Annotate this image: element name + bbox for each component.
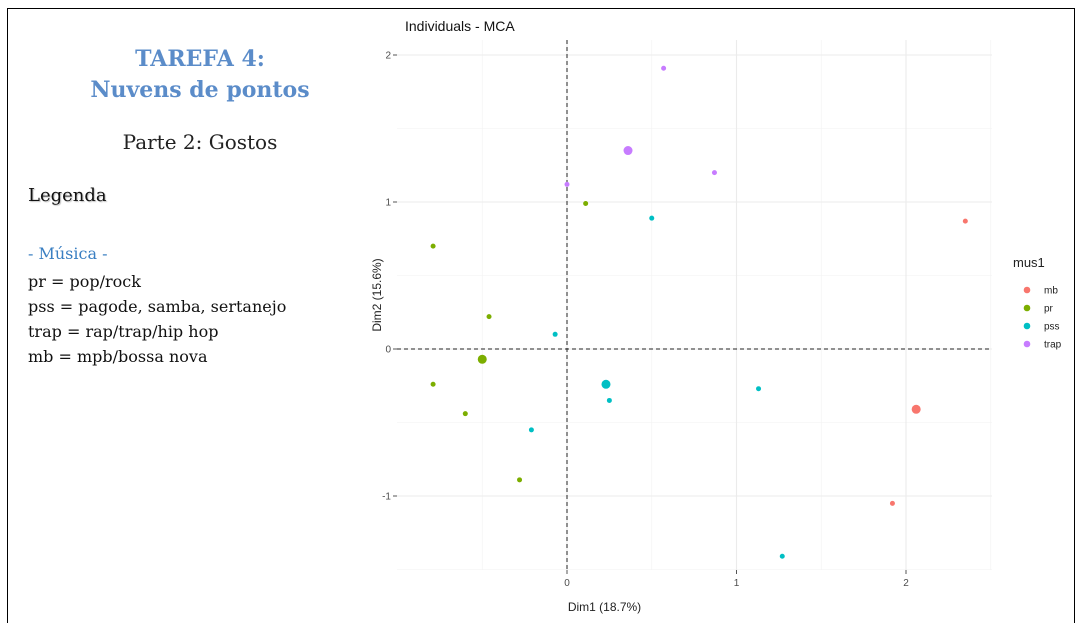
legend-line-pr: pr = pop/rock <box>28 272 141 291</box>
data-point-mb <box>962 218 968 224</box>
y-tick-label: -1 <box>382 492 391 503</box>
data-point-pr <box>430 243 436 249</box>
slide-frame <box>7 8 1075 623</box>
data-point-mb <box>889 500 895 506</box>
data-point-trap <box>564 181 570 187</box>
legend-label-pr: pr <box>1044 304 1054 315</box>
data-point-trap <box>711 170 717 176</box>
x-tick-label: 0 <box>564 578 570 589</box>
legend-heading: Legenda <box>28 185 107 206</box>
centroid-point-trap <box>623 146 633 156</box>
legend-key-pr <box>1023 304 1031 312</box>
centroid-point-pr <box>477 354 487 364</box>
legend-key-trap <box>1023 340 1031 348</box>
chart-title: Individuals - MCA <box>405 18 515 34</box>
y-tick-label: 0 <box>385 345 391 356</box>
x-axis-label: Dim1 (18.7%) <box>568 600 641 614</box>
page-subtitle: Parte 2: Gostos <box>122 130 278 154</box>
centroid-point-pss <box>601 379 611 389</box>
legend-line-mb: mb = mpb/bossa nova <box>28 347 208 366</box>
y-tick-label: 2 <box>385 51 391 62</box>
title-line-1: TAREFA 4: <box>135 46 265 72</box>
data-point-pss <box>649 215 655 221</box>
centroid-point-mb <box>911 404 921 414</box>
x-tick-label: 2 <box>903 578 909 589</box>
data-point-trap <box>661 65 667 71</box>
data-point-pr <box>462 411 468 417</box>
legend-title: mus1 <box>1013 255 1045 270</box>
legend-line-pss: pss = pagode, samba, sertanejo <box>28 297 287 316</box>
music-heading: - Música - <box>28 244 108 263</box>
y-axis-label: Dim2 (15.6%) <box>370 258 384 331</box>
legend-line-trap: trap = rap/trap/hip hop <box>28 322 219 341</box>
info-panel: TAREFA 4: Nuvens de pontos Parte 2: Gost… <box>0 0 360 625</box>
x-tick-label: 1 <box>734 578 740 589</box>
data-point-pr <box>583 200 589 206</box>
data-point-pr <box>430 381 436 387</box>
data-point-pr <box>517 477 523 483</box>
data-point-pss <box>552 331 558 337</box>
legend-key-mb <box>1023 286 1031 294</box>
y-tick-label: 1 <box>385 198 391 209</box>
title-line-2: Nuvens de pontos <box>90 77 310 103</box>
data-point-pr <box>486 314 492 320</box>
data-point-pss <box>528 427 534 433</box>
legend-label-mb: mb <box>1044 286 1058 297</box>
legend-key-pss <box>1023 322 1031 330</box>
data-point-pss <box>779 553 785 559</box>
legend-label-pss: pss <box>1044 322 1060 333</box>
data-point-pss <box>606 397 612 403</box>
page-title: TAREFA 4: Nuvens de pontos <box>75 44 325 106</box>
legend-label-trap: trap <box>1044 340 1062 351</box>
data-point-pss <box>756 386 762 392</box>
